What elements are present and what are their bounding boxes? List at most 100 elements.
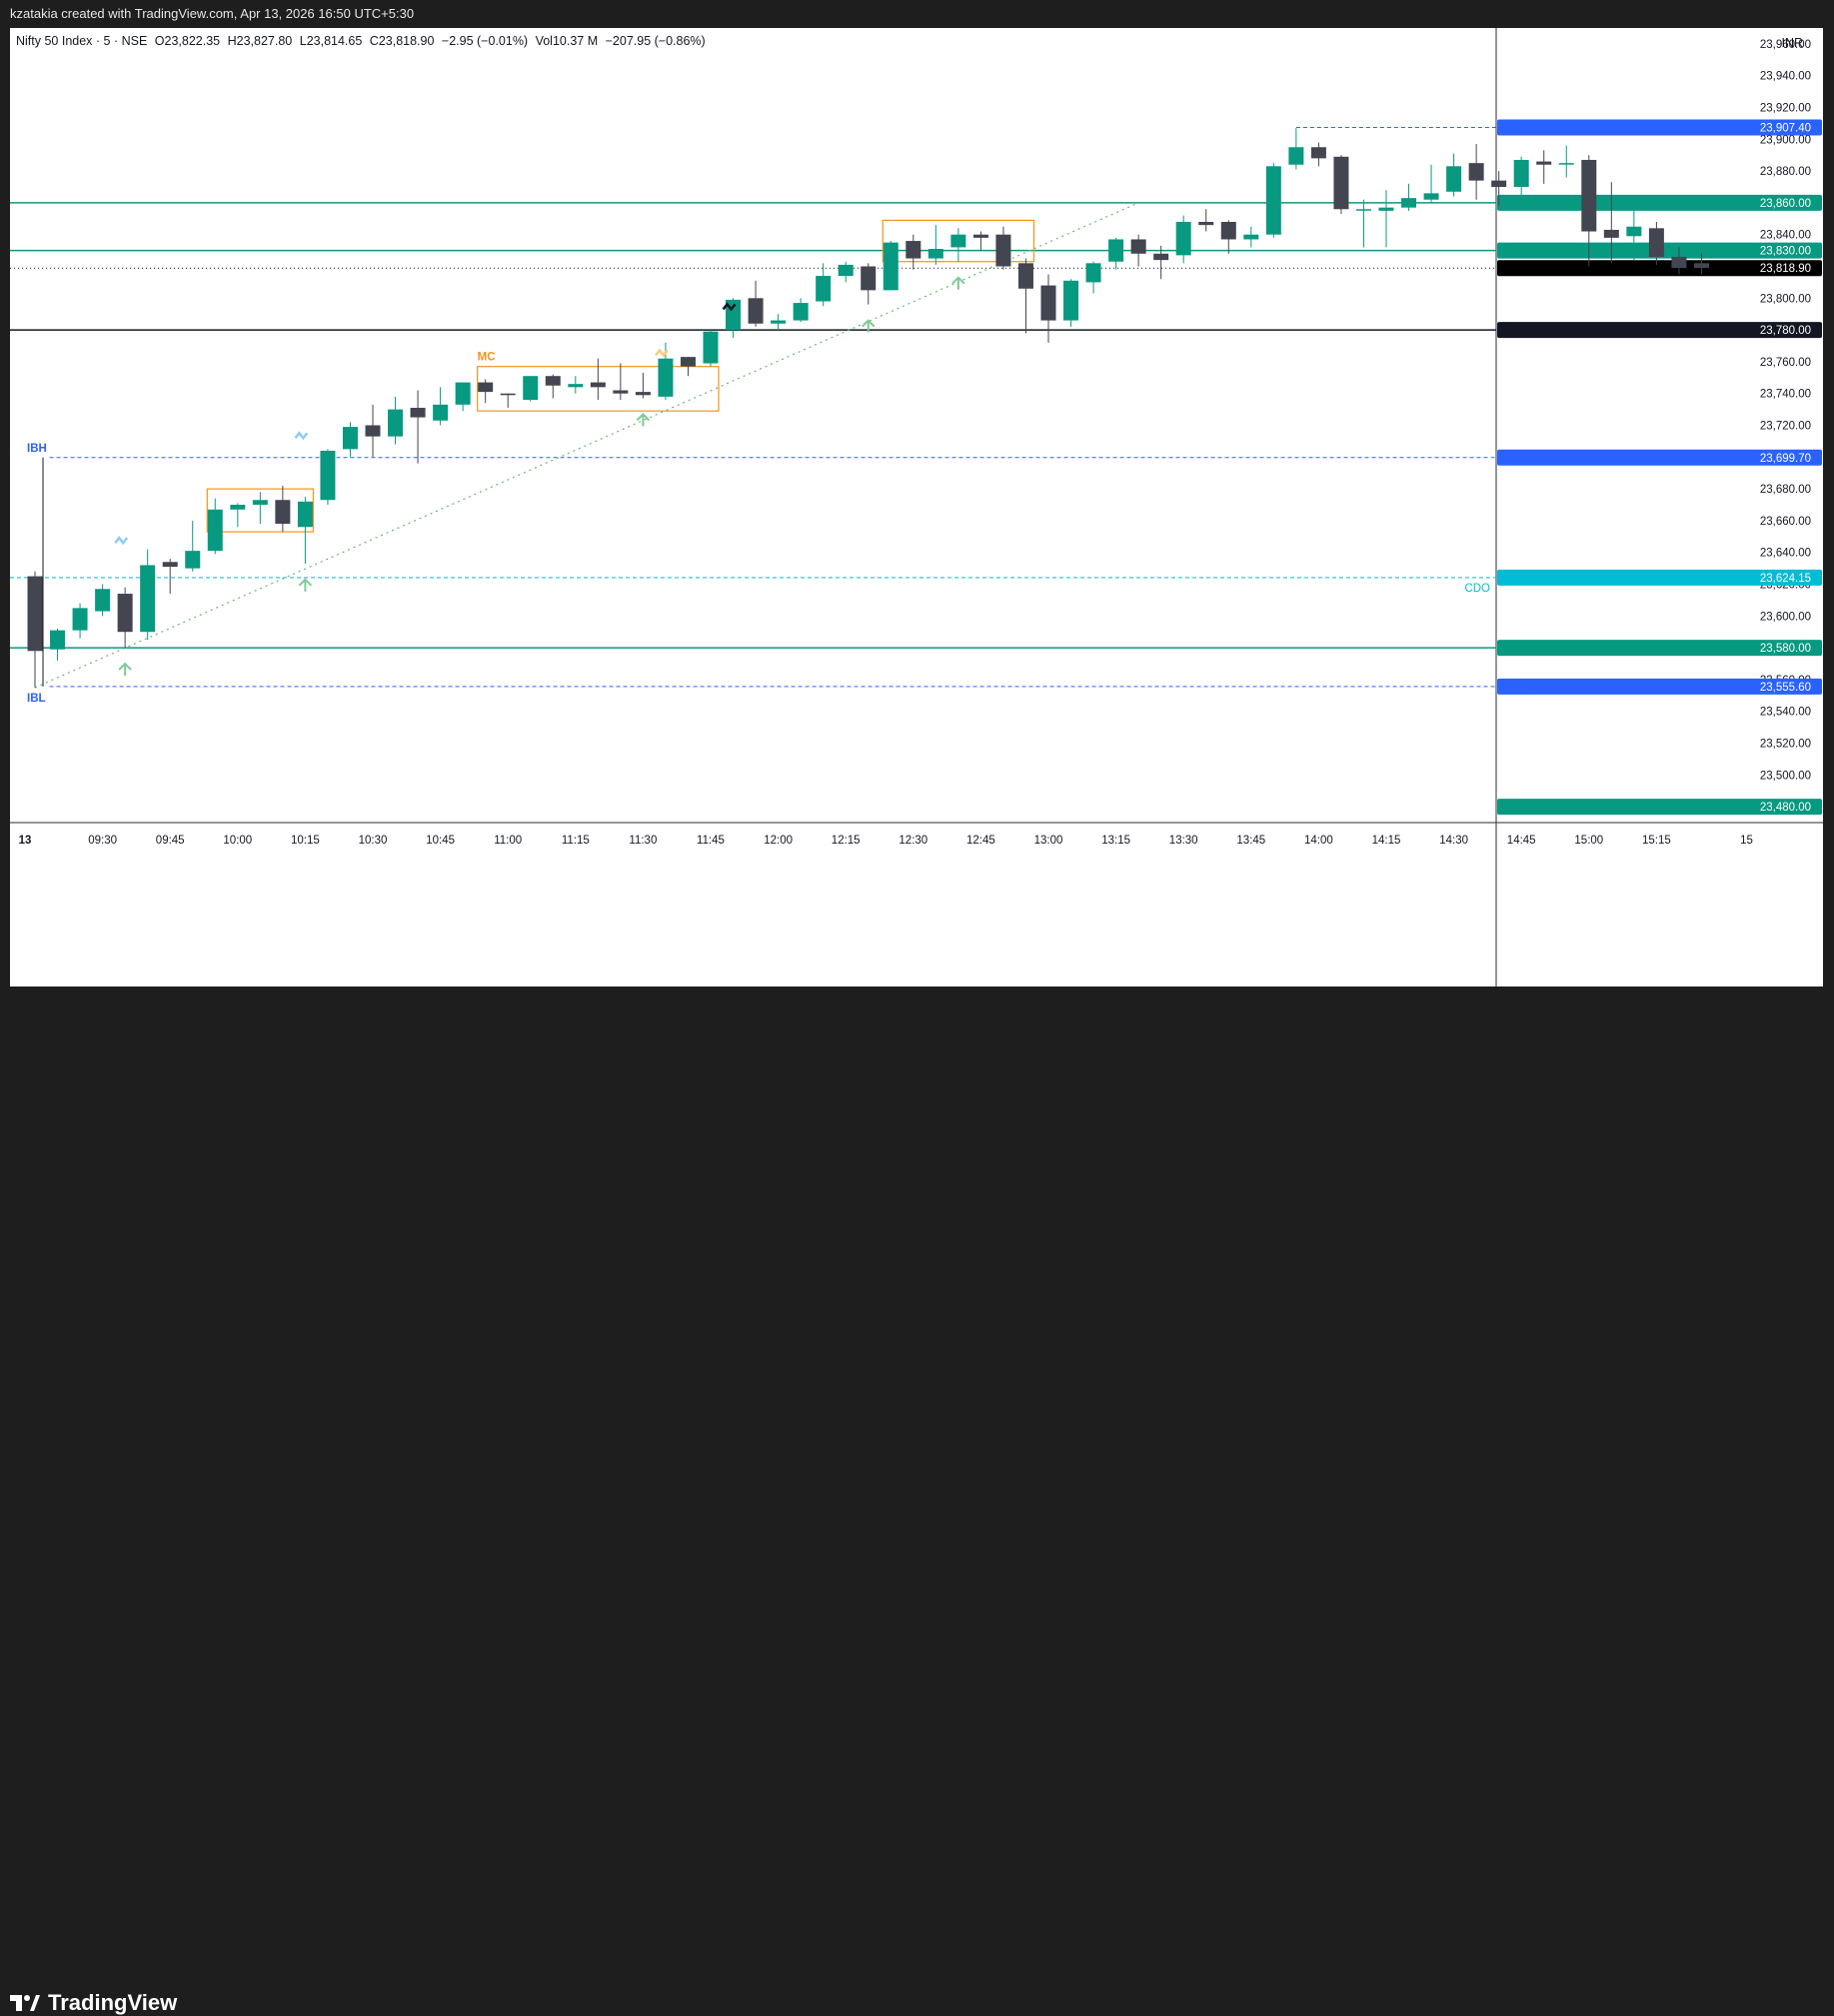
- candle-body[interactable]: [1603, 229, 1619, 238]
- candle-body[interactable]: [185, 551, 201, 569]
- x-tick-label: 11:30: [629, 835, 657, 847]
- candle-body[interactable]: [1648, 228, 1664, 257]
- candle-body[interactable]: [117, 594, 133, 633]
- candle-body[interactable]: [906, 241, 921, 259]
- price-chart[interactable]: 23,480.00 23,500.00 23,520.00 23,540.00 23,5…: [10, 28, 1823, 987]
- candle-body[interactable]: [162, 562, 178, 568]
- candle-body[interactable]: [1491, 180, 1507, 187]
- candle-body[interactable]: [1063, 280, 1079, 321]
- x-tick-label: 12:30: [899, 835, 927, 847]
- candle-body[interactable]: [590, 382, 606, 388]
- candle-body[interactable]: [1220, 221, 1236, 240]
- candle-body[interactable]: [140, 565, 156, 633]
- tradingview-logo[interactable]: TradingView: [10, 1990, 177, 2016]
- candle-body[interactable]: [27, 576, 43, 652]
- candle-body[interactable]: [95, 589, 111, 612]
- signal-marker-icon: [294, 431, 309, 441]
- candle-body[interactable]: [1108, 239, 1124, 262]
- candle-body[interactable]: [1153, 253, 1169, 261]
- candle-body[interactable]: [545, 376, 561, 386]
- candle-body[interactable]: [1265, 166, 1281, 235]
- candle-body[interactable]: [1017, 263, 1033, 289]
- y-tick-label: 23,720.00: [1760, 421, 1811, 433]
- candle-body[interactable]: [1581, 159, 1597, 232]
- candle-body[interactable]: [861, 266, 877, 291]
- candle-body[interactable]: [1423, 193, 1439, 200]
- candle-body[interactable]: [1085, 263, 1101, 283]
- x-tick-label: 15:15: [1642, 835, 1671, 847]
- candle-body[interactable]: [680, 357, 696, 367]
- candle-body[interactable]: [1626, 226, 1642, 237]
- chart-frame[interactable]: 23,480.00 23,500.00 23,520.00 23,540.00 23,5…: [10, 28, 1823, 987]
- candle-body[interactable]: [658, 358, 674, 397]
- candle-body[interactable]: [365, 425, 381, 437]
- candle-body[interactable]: [927, 249, 943, 259]
- candle-body[interactable]: [72, 608, 88, 631]
- trendline[interactable]: [34, 202, 1139, 689]
- y-tick-label: 23,880.00: [1760, 166, 1811, 178]
- candle-body[interactable]: [455, 382, 471, 405]
- candle-body[interactable]: [1333, 156, 1349, 210]
- y-tick-label: 23,920.00: [1760, 103, 1811, 115]
- candle-body[interactable]: [1378, 207, 1394, 211]
- legend-change: −2.95 (−0.01%): [441, 34, 529, 48]
- candle-body[interactable]: [1513, 159, 1529, 187]
- candle-body[interactable]: [950, 234, 966, 248]
- candle-body[interactable]: [995, 234, 1011, 267]
- currency-label[interactable]: INR: [1781, 36, 1803, 50]
- candle-body[interactable]: [1198, 221, 1214, 226]
- price-tag-label: 23,907.40: [1760, 123, 1811, 135]
- candle-body[interactable]: [433, 404, 449, 421]
- candle-body[interactable]: [230, 505, 246, 510]
- candle-body[interactable]: [816, 276, 832, 302]
- candle-body[interactable]: [883, 242, 899, 291]
- candle-body[interactable]: [252, 500, 268, 505]
- candle-body[interactable]: [771, 320, 787, 324]
- candle-body[interactable]: [523, 376, 539, 401]
- candle-body[interactable]: [748, 298, 764, 324]
- price-tag: [1497, 119, 1822, 136]
- candle-body[interactable]: [1243, 234, 1259, 240]
- candle-body[interactable]: [972, 234, 988, 238]
- price-tag-label: 23,480.00: [1760, 802, 1811, 814]
- candle-body[interactable]: [613, 390, 629, 394]
- candle-body[interactable]: [1468, 163, 1484, 181]
- candle-body[interactable]: [1401, 198, 1417, 208]
- candle-body[interactable]: [703, 331, 719, 364]
- candle-body[interactable]: [1288, 147, 1304, 165]
- x-tick-label: 14:15: [1372, 835, 1401, 847]
- consolidation-box[interactable]: [206, 488, 314, 533]
- candle-body[interactable]: [297, 501, 313, 528]
- up-arrow-icon: [636, 413, 651, 427]
- legend-low: L23,814.65: [299, 34, 363, 48]
- candle-body[interactable]: [207, 509, 223, 552]
- candle-body[interactable]: [320, 450, 336, 501]
- candle-body[interactable]: [1671, 256, 1687, 269]
- candle-body[interactable]: [478, 382, 494, 393]
- candle-body[interactable]: [500, 393, 516, 396]
- candle-body[interactable]: [793, 303, 809, 321]
- x-tick-label: 13:00: [1034, 835, 1063, 847]
- candle-body[interactable]: [635, 392, 651, 396]
- candle-body[interactable]: [410, 408, 426, 418]
- ibl-label: IBL: [27, 693, 46, 705]
- legend-symbol[interactable]: Nifty 50 Index · 5 · NSE: [16, 34, 148, 48]
- candle-body[interactable]: [1693, 263, 1709, 269]
- candle-body[interactable]: [1355, 209, 1371, 211]
- candle-body[interactable]: [1536, 161, 1552, 165]
- candle-body[interactable]: [1175, 221, 1191, 256]
- candle-body[interactable]: [1130, 239, 1146, 254]
- candle-body[interactable]: [1310, 147, 1326, 159]
- candle-body[interactable]: [50, 630, 66, 650]
- candle-body[interactable]: [1040, 285, 1056, 321]
- candle-body[interactable]: [568, 384, 584, 388]
- consolidation-box[interactable]: [882, 219, 1035, 263]
- candle-body[interactable]: [1558, 163, 1574, 165]
- y-tick-label: 23,680.00: [1760, 484, 1811, 496]
- candle-body[interactable]: [838, 264, 854, 277]
- candle-body[interactable]: [1446, 166, 1462, 192]
- candle-body[interactable]: [275, 500, 291, 525]
- candle-body[interactable]: [388, 409, 404, 437]
- candle-body[interactable]: [342, 427, 358, 450]
- price-tag: [1497, 569, 1822, 586]
